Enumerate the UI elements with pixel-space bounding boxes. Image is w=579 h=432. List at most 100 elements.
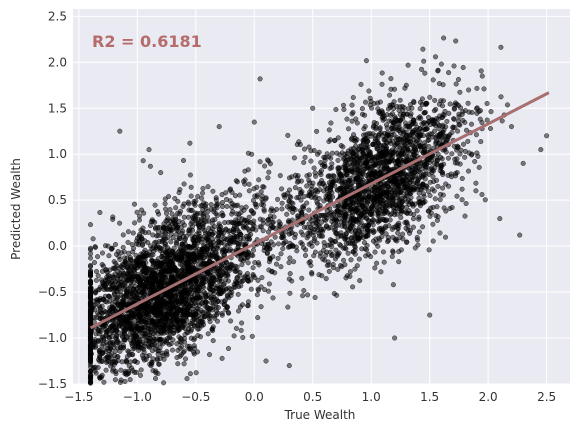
scatter-point [391,86,398,92]
scatter-point [313,173,319,179]
scatter-point [430,238,436,244]
scatter-point [157,266,163,272]
scatter-point [452,100,459,106]
scatter-point [364,165,370,171]
scatter-point [97,209,103,216]
scatter-point [95,254,101,260]
scatter-point [313,188,319,194]
scatter-point [117,379,124,385]
scatter-point [317,203,323,209]
scatter-point [348,257,354,263]
scatter-point [462,154,468,160]
scatter-point [417,169,423,175]
scatter-point [312,294,318,301]
scatter-point [324,262,330,268]
scatter-point [435,67,441,73]
scatter-point [125,239,131,245]
scatter-point [114,284,120,290]
scatter-point [370,172,376,178]
scatter-point [335,135,341,141]
scatter-point [188,335,194,341]
scatter-point [306,207,312,213]
scatter-point [314,128,320,134]
scatter-point [350,94,356,101]
scatter-point [252,193,258,199]
scatter-point [362,99,369,105]
scatter-point [466,150,472,156]
scatter-point [353,138,359,144]
scatter-point [305,230,311,236]
scatter-point [410,224,416,230]
scatter-point [380,114,386,120]
scatter-point [269,269,275,275]
scatter-point [324,151,330,157]
scatter-point [350,249,356,255]
scatter-point [265,221,271,227]
scatter-point [451,116,457,122]
scatter-point [416,190,422,196]
scatter-point [258,284,264,290]
scatter-point [447,206,453,212]
scatter-point [200,280,206,286]
scatter-point [379,234,385,240]
scatter-point [240,258,247,264]
scatter-point [337,241,343,248]
scatter-point [276,219,282,225]
scatter-point [394,211,400,217]
scatter-point [341,106,347,113]
scatter-point [197,287,203,293]
scatter-point [141,279,147,285]
scatter-point [201,214,207,220]
scatter-point [270,295,276,301]
scatter-point [457,89,463,95]
scatter-point [219,210,225,216]
scatter-point [201,221,207,227]
scatter-point [255,315,261,321]
scatter-point [243,204,249,210]
scatter-point [444,118,450,124]
scatter-point [279,234,285,241]
scatter-point [120,244,126,250]
scatter-point [436,81,442,87]
scatter-point [173,205,179,211]
scatter-point [391,132,397,138]
scatter-point [420,46,426,52]
scatter-point [379,108,385,114]
scatter-point [96,358,103,364]
scatter-point [164,348,170,355]
scatter-point [235,202,241,208]
scatter-point [411,145,417,151]
scatter-point [87,340,94,346]
scatter-point [384,132,390,138]
scatter-point [99,343,105,349]
scatter-point [300,293,306,299]
scatter-point [392,143,398,149]
scatter-point [305,292,311,298]
scatter-point [320,256,326,262]
scatter-point [184,376,190,382]
scatter-point [370,227,376,233]
scatter-point [348,184,354,190]
scatter-point [460,64,466,71]
scatter-point [330,261,336,267]
scatter-point [105,276,111,282]
scatter-point [249,333,255,339]
scatter-point [148,363,154,369]
scatter-point [90,236,96,242]
scatter-point [243,233,249,239]
scatter-point [338,233,345,239]
scatter-point [200,185,206,192]
scatter-point [407,230,413,236]
scatter-point [169,317,175,323]
scatter-point [168,231,174,237]
scatter-point [379,229,385,235]
scatter-point [459,197,465,203]
scatter-point [299,275,305,281]
scatter-point [363,253,369,259]
scatter-point [357,278,363,284]
scatter-point [451,63,457,69]
scatter-point [398,214,404,221]
scatter-point [137,231,143,238]
scatter-point [431,128,437,134]
scatter-point [92,289,98,296]
